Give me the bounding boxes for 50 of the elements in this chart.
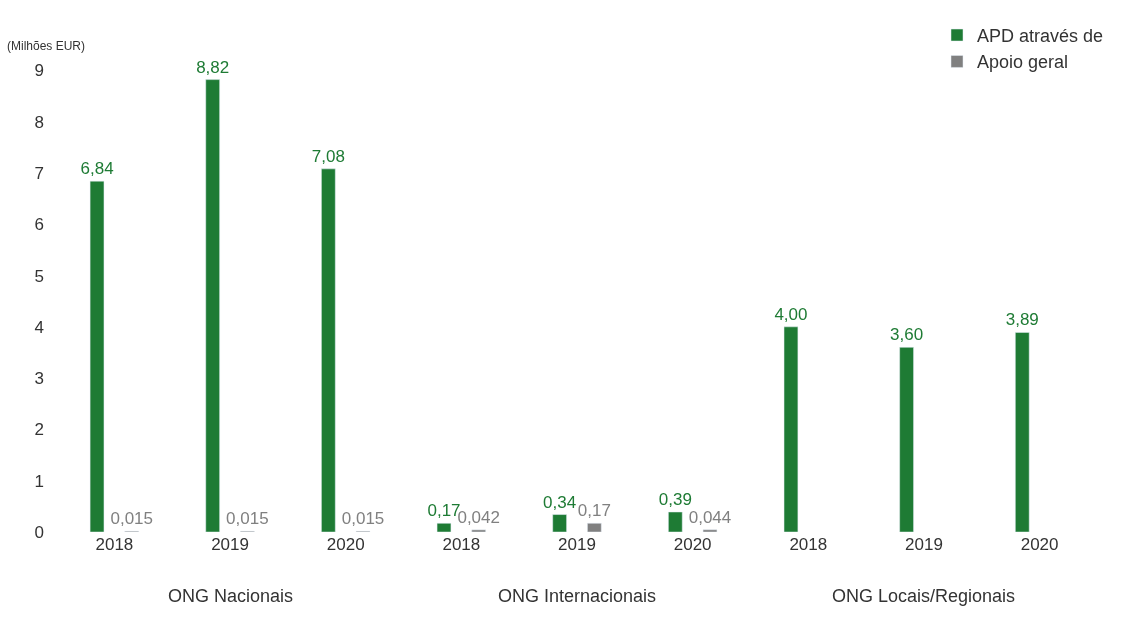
y-tick-label: 1 bbox=[34, 471, 44, 491]
data-label: 0,17 bbox=[577, 501, 611, 521]
bar bbox=[321, 168, 336, 532]
y-axis-title: (Milhões EUR) bbox=[7, 39, 86, 53]
y-tick-label: 7 bbox=[34, 163, 44, 183]
data-label: 3,89 bbox=[1005, 310, 1039, 330]
y-tick-label: 0 bbox=[34, 522, 44, 542]
bar bbox=[702, 529, 718, 532]
bar bbox=[552, 514, 567, 532]
x-tick-label: 2018 bbox=[442, 535, 481, 554]
data-label: 0,015 bbox=[226, 509, 269, 529]
y-tick-label: 9 bbox=[34, 61, 44, 81]
x-tick-label: 2020 bbox=[673, 535, 712, 554]
bar bbox=[89, 180, 105, 532]
bar bbox=[1015, 332, 1030, 532]
data-label: 0,044 bbox=[688, 507, 732, 527]
data-label: 0,015 bbox=[110, 509, 154, 529]
data-label: 3,60 bbox=[890, 325, 924, 345]
data-label: 4,00 bbox=[774, 304, 808, 324]
data-label: 6,84 bbox=[80, 159, 114, 179]
bar bbox=[899, 347, 914, 532]
x-tick-label: 2019 bbox=[905, 535, 943, 554]
x-tick-label: 2019 bbox=[558, 535, 596, 554]
x-tick-label: 2019 bbox=[211, 535, 249, 554]
x-tick-label: 2018 bbox=[789, 535, 828, 554]
y-tick-label: 2 bbox=[34, 420, 44, 440]
bar bbox=[783, 326, 799, 532]
bar bbox=[668, 511, 683, 532]
x-tick-label: 2020 bbox=[326, 535, 365, 554]
bar bbox=[205, 79, 220, 532]
data-label: 7,08 bbox=[311, 146, 345, 166]
bar bbox=[436, 523, 452, 532]
x-tick-label: 2020 bbox=[1020, 535, 1059, 554]
y-tick-label: 8 bbox=[34, 112, 44, 132]
text: ONG Nacionais bbox=[168, 586, 294, 606]
bar bbox=[471, 529, 486, 532]
text: ONG Locais/Regionais bbox=[832, 586, 1016, 606]
y-tick-label: 6 bbox=[34, 215, 44, 235]
y-tick-label: 5 bbox=[34, 266, 44, 286]
legend-label: APD através de bbox=[977, 26, 1104, 47]
data-label: 0,34 bbox=[543, 492, 577, 512]
data-label: 0,39 bbox=[658, 490, 692, 509]
text: ONG Internacionais bbox=[498, 586, 657, 606]
legend-label: Apoio geral bbox=[977, 52, 1069, 73]
bar bbox=[587, 523, 602, 532]
y-tick-label: 3 bbox=[34, 369, 44, 389]
data-label: 0,015 bbox=[341, 509, 385, 529]
x-tick-label: 2018 bbox=[95, 535, 134, 554]
y-tick-label: 4 bbox=[34, 317, 44, 337]
data-label: 8,82 bbox=[196, 57, 230, 77]
